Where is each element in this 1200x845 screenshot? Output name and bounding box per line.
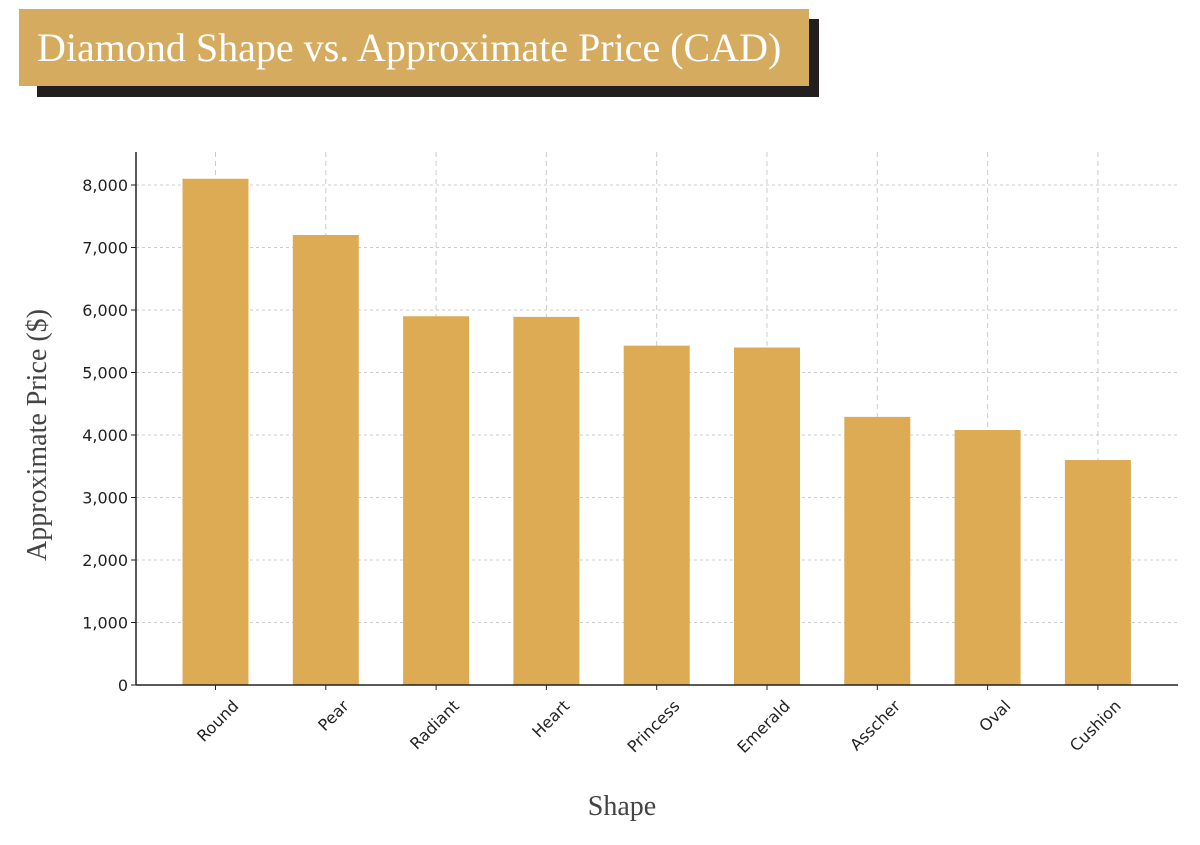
y-tick-label: 6,000 xyxy=(82,301,128,320)
y-tick-label: 1,000 xyxy=(82,614,128,633)
bar-oval xyxy=(954,430,1021,685)
y-tick-label: 5,000 xyxy=(82,364,128,383)
bar-cushion xyxy=(1064,460,1131,685)
x-tick-label: Pear xyxy=(314,696,353,735)
x-tick-label: Emerald xyxy=(733,696,793,756)
bar-round xyxy=(182,178,249,685)
bar-radiant xyxy=(403,316,470,685)
y-tick-label: 0 xyxy=(118,676,128,695)
y-tick-label: 2,000 xyxy=(82,551,128,570)
x-tick-label: Asscher xyxy=(846,696,904,754)
chart-title: Diamond Shape vs. Approximate Price (CAD… xyxy=(19,9,809,86)
y-axis-label: Approximate Price ($) xyxy=(22,309,53,561)
bar-pear xyxy=(292,235,359,685)
x-tick-label: Oval xyxy=(975,696,1014,735)
x-tick-label: Round xyxy=(193,696,242,745)
bar-asscher xyxy=(844,416,911,685)
x-tick-label: Cushion xyxy=(1066,696,1125,755)
bars xyxy=(182,178,1131,685)
y-tick-label: 3,000 xyxy=(82,489,128,508)
x-tick-label: Radiant xyxy=(406,696,463,753)
bar-princess xyxy=(623,345,690,685)
y-tick-label: 7,000 xyxy=(82,239,128,258)
x-tick-label: Princess xyxy=(624,696,684,756)
y-tick-label: 8,000 xyxy=(82,176,128,195)
x-axis-label: Shape xyxy=(588,791,656,822)
x-tick-label: Heart xyxy=(528,696,573,741)
bar-emerald xyxy=(734,347,800,685)
y-tick-label: 4,000 xyxy=(82,426,128,445)
bar-heart xyxy=(513,316,580,685)
